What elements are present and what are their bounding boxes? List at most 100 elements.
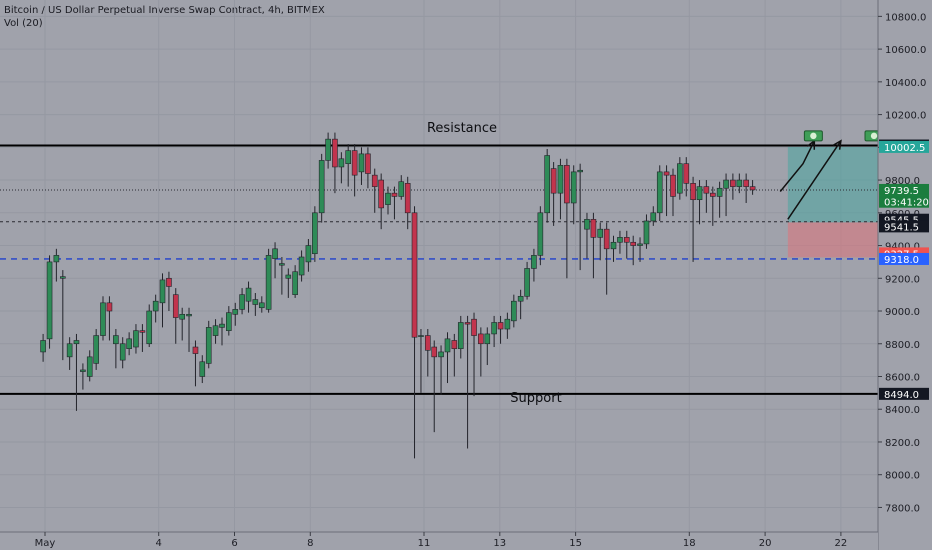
candle-body (623, 237, 630, 243)
candle-body (172, 294, 179, 318)
candle (637, 237, 643, 262)
price-tick-label: 8800.0 (885, 340, 920, 351)
candle (100, 296, 106, 341)
candle-body (338, 158, 345, 168)
candle (577, 163, 583, 271)
candle (398, 175, 405, 200)
candle (385, 186, 391, 215)
candle (464, 315, 471, 449)
candle-body (358, 153, 365, 173)
candle (471, 312, 477, 397)
time-tick-label: 13 (493, 538, 506, 549)
candle (709, 186, 716, 226)
candle (119, 337, 126, 369)
candle-body (743, 179, 749, 187)
candle-body (690, 183, 696, 201)
candle-body (345, 150, 352, 164)
target-zone[interactable] (787, 146, 878, 223)
candle (404, 176, 411, 230)
time-tick-label: May (35, 538, 56, 549)
time-tick-label: 11 (418, 538, 431, 549)
candle (623, 230, 630, 259)
candle (716, 181, 723, 218)
candle (603, 222, 610, 295)
price-label-bg (879, 387, 929, 400)
candle-body (258, 302, 265, 309)
candle (696, 180, 703, 225)
price-label-text: 03:41:20 (884, 198, 929, 209)
candle-body (351, 150, 358, 176)
time-tick-label: 4 (156, 538, 162, 549)
projection-arrow-2[interactable] (787, 140, 842, 220)
candle (186, 307, 192, 352)
candle (179, 307, 185, 341)
time-tick-label: 18 (683, 538, 696, 549)
candle (670, 168, 676, 217)
candle-body (524, 268, 530, 297)
candle-body (484, 333, 491, 345)
candle-body (46, 261, 53, 340)
candle (703, 180, 710, 213)
time-tick-label: 8 (307, 538, 313, 549)
price-label-blue: 9318.0 (879, 252, 929, 266)
candle (292, 265, 298, 298)
time-axis[interactable] (0, 532, 878, 550)
candle (431, 340, 438, 433)
candle (258, 296, 265, 313)
candle-body (404, 183, 411, 214)
candle-body (60, 276, 66, 279)
candle-body (152, 300, 159, 312)
candle-body (570, 171, 577, 204)
candle-body (292, 271, 298, 295)
candle-body (663, 171, 670, 176)
chart-title: Bitcoin / US Dollar Perpetual Inverse Sw… (4, 5, 325, 16)
candle-body (630, 241, 637, 246)
candle (133, 324, 139, 354)
candle (663, 165, 670, 217)
candle-body (610, 241, 617, 250)
candle-body (471, 318, 477, 336)
target-icons (803, 130, 884, 142)
candle-body (113, 335, 119, 345)
candle-body (557, 165, 564, 194)
candle (411, 206, 418, 459)
candle (86, 350, 93, 382)
candle (279, 256, 285, 295)
candle (166, 271, 172, 312)
candle-body (312, 212, 318, 255)
price-axis[interactable] (878, 0, 932, 550)
horizontal-levels[interactable] (0, 144, 878, 395)
candle-body (491, 322, 497, 335)
candle-body (478, 333, 484, 345)
candle (643, 214, 650, 249)
candle-body (504, 318, 511, 330)
projection-arrows[interactable] (779, 139, 842, 220)
candle (511, 294, 517, 328)
candle-body (709, 192, 716, 197)
grid-lines (0, 0, 878, 532)
candle-body (643, 220, 650, 245)
projection-arrow-1[interactable] (779, 140, 816, 192)
time-tick-label: 20 (759, 538, 772, 549)
candle-body (637, 243, 643, 246)
candle-body (80, 369, 86, 372)
stop-loss-zone[interactable] (787, 222, 878, 258)
candle (265, 248, 272, 313)
candle-body (385, 192, 391, 205)
candle (677, 157, 683, 200)
candle (146, 304, 153, 348)
candle (730, 173, 736, 200)
candle-body (424, 335, 431, 351)
candle (172, 288, 179, 344)
candle-body (192, 346, 199, 354)
candle (126, 332, 132, 356)
candle (93, 329, 99, 370)
candle-body (298, 256, 305, 276)
candle (159, 273, 166, 328)
candle (199, 355, 206, 384)
candle-body (119, 343, 126, 361)
long-position-zones[interactable] (787, 146, 878, 258)
candle-body (749, 186, 756, 191)
